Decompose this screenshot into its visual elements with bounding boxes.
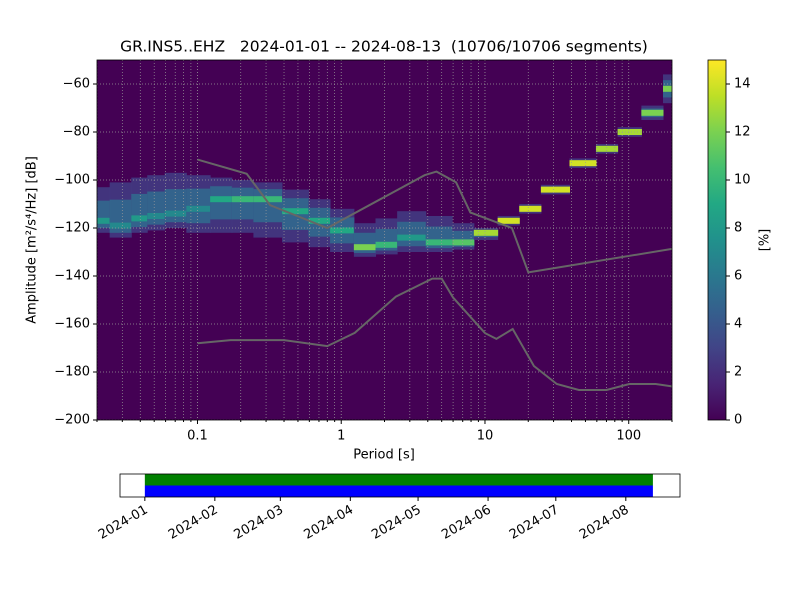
density-mode: [131, 215, 148, 222]
colorbar-tick-label: 0: [734, 413, 742, 428]
density-mode: [210, 196, 233, 203]
y-tick-label: −60: [63, 77, 90, 92]
density-mid: [231, 187, 254, 220]
x-tick-label: 1: [337, 429, 345, 444]
density-mid: [97, 200, 111, 228]
colorbar-tick-label: 4: [734, 317, 742, 332]
coverage-timeline: 2024-01 2024-02 2024-03 2024-04 2024-05 2024-…: [96, 473, 681, 543]
density-mid: [164, 189, 187, 223]
density-mode: [497, 217, 520, 224]
density-mode: [164, 210, 187, 217]
y-axis-label: Amplitude [m²/s⁴/Hz] [dB]: [25, 156, 40, 324]
y-tick-label: −80: [63, 125, 90, 140]
colorbar-tick-label: 14: [734, 77, 751, 92]
density-mode: [282, 208, 309, 215]
density-mode: [595, 145, 619, 152]
x-tick-label: 2024-02: [166, 503, 221, 543]
density-mode: [519, 205, 542, 212]
y-tick-label: −140: [54, 269, 90, 284]
colorbar: [707, 59, 727, 421]
x-axis-label: Period [s]: [353, 448, 415, 463]
x-tick-label: 0.1: [187, 429, 208, 444]
colorbar-tick-label: 6: [734, 269, 742, 284]
y-tick-label: −160: [54, 317, 90, 332]
density-mode: [308, 217, 331, 224]
y-tick-label: −180: [54, 365, 90, 380]
colorbar-tick-label: 8: [734, 221, 742, 236]
density-mode: [253, 196, 283, 203]
coverage-bar: [144, 474, 653, 486]
density-mode: [425, 239, 453, 246]
density-mode: [186, 205, 211, 212]
density-mode: [663, 85, 672, 92]
colorbar-tick-label: 10: [734, 173, 751, 188]
density-mode: [231, 196, 254, 203]
y-tick-label: −100: [54, 173, 90, 188]
data-layer: [97, 60, 672, 420]
x-tick-label: 2024-03: [232, 503, 287, 543]
x-tick-label: 10: [477, 429, 494, 444]
density-mode: [97, 217, 111, 224]
x-tick-label: 2024-04: [302, 503, 357, 543]
plot-area: 0.1 1 10 100 −200 −180 −160 −140 −120 −100 −80 −60: [54, 59, 673, 444]
noise-model-line: [197, 158, 672, 274]
chart-title: GR.INS5..EHZ 2024-01-01 -- 2024-08-13 (1…: [120, 38, 648, 56]
density-mode: [375, 241, 398, 248]
density-mode: [109, 222, 132, 229]
noise-model-line: [197, 277, 672, 391]
density-mid: [397, 221, 427, 247]
density-mode: [569, 160, 597, 167]
density-mode: [397, 234, 427, 241]
coverage-bar: [144, 485, 653, 497]
x-tick-label: 2024-01: [96, 503, 151, 543]
colorbar-label: [%]: [758, 229, 773, 252]
density-mid: [131, 193, 148, 228]
density-mid: [253, 189, 283, 223]
colorbar-tick-label: 2: [734, 365, 742, 380]
density-mode: [147, 213, 166, 219]
y-tick-label: −200: [54, 413, 90, 428]
density-mode: [473, 229, 499, 236]
x-tick-label: 2024-06: [439, 503, 494, 543]
density-mid: [147, 191, 166, 225]
timeline-frame: [119, 473, 681, 498]
density-mode: [641, 109, 664, 116]
x-tick-label: 2024-05: [369, 503, 424, 543]
density-mid: [210, 186, 233, 220]
density-mode: [617, 129, 642, 135]
density-mode: [540, 186, 571, 193]
x-tick-label: 100: [616, 429, 641, 444]
x-tick-label: 2024-07: [507, 503, 562, 543]
density-mode: [353, 244, 377, 251]
x-tick-label: 2024-08: [577, 503, 632, 543]
y-tick-label: −120: [54, 221, 90, 236]
density-mode: [452, 239, 475, 246]
colorbar-tick-label: 12: [734, 125, 751, 140]
density-mode: [330, 227, 355, 234]
